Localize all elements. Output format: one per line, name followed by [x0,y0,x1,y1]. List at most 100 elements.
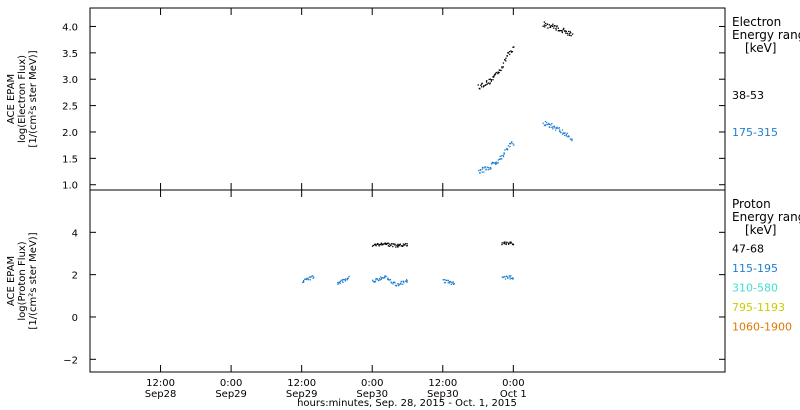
data-point [564,29,566,32]
data-point [375,278,377,280]
data-point [338,281,340,283]
data-point [490,79,492,81]
data-point [479,172,481,174]
y-axis-label: log(Electron Flux) [17,55,28,143]
x-tick-label: Sep28 [145,389,177,400]
data-point [392,245,394,248]
data-point [543,21,545,23]
data-point [490,80,492,82]
data-point [498,158,501,160]
data-point [389,245,391,247]
data-point [448,281,451,283]
data-point [480,84,482,86]
data-point [385,275,387,278]
data-point [394,243,396,245]
data-point [506,241,508,243]
data-point [504,59,506,61]
data-point [503,242,505,244]
data-point [502,62,505,64]
data-point [505,57,507,59]
data-point [496,161,498,163]
data-point [542,25,544,27]
data-point [510,142,513,144]
data-point [378,245,380,247]
data-point [509,241,512,243]
data-point [394,284,397,287]
data-point [565,30,567,32]
data-point [380,276,382,278]
data-point [402,283,404,285]
data-point [544,22,547,25]
data-point [510,143,512,145]
data-point [502,155,505,158]
data-point [501,276,503,278]
data-point [497,71,499,73]
data-point [487,82,490,84]
data-point [551,24,553,27]
data-point [495,163,497,165]
data-point [392,283,394,285]
data-point [347,277,350,279]
data-point [546,124,548,126]
data-point [504,241,506,243]
panel-proton: −2 0 2 4 ACE EPAM log(Proton Flux) [1/(cm²s st… [6,189,800,373]
data-point [480,169,482,171]
y-axis-label: [1/(cm²s ster MeV)] [28,50,39,147]
data-point [559,30,561,32]
data-point [569,34,571,36]
data-point [542,122,544,124]
data-point [376,278,378,280]
data-point [398,244,401,246]
data-point [571,139,573,142]
data-point [568,30,570,33]
data-point [380,278,382,280]
x-tick-label: 0:00 [220,378,242,389]
data-point [481,83,483,85]
data-point [373,280,376,283]
data-point [337,283,339,285]
data-point [306,278,308,280]
data-point [564,30,566,33]
data-point [442,279,444,281]
plot-frame [89,7,726,191]
data-point [397,243,399,245]
data-point [507,52,509,54]
data-point [394,282,396,284]
data-point [452,283,455,285]
data-point [310,276,312,278]
x-axis-label: hours:minutes, Sep. 28, 2015 - Oct. 1, 2… [297,398,517,409]
data-point [371,245,374,247]
y-tick-label: 2.0 [62,128,78,139]
data-point [512,244,515,246]
data-point [389,279,392,281]
data-point [343,279,345,281]
data-point [489,83,491,85]
data-point [510,277,513,279]
data-point [552,128,554,130]
x-tick-label: 0:00 [502,378,524,389]
data-point [555,129,557,131]
data-point [559,130,561,133]
data-point [485,169,487,171]
data-point [451,282,453,284]
data-point [494,162,497,164]
data-point [544,26,546,28]
data-point [507,149,509,151]
data-point [544,120,547,123]
data-point [512,278,514,280]
data-point [483,171,485,173]
data-point [453,283,455,285]
data-point [495,71,497,74]
data-point [400,283,402,285]
data-point [384,275,386,277]
y-axis-label: [1/(cm²s ster MeV)] [28,232,39,329]
legend-entry: 175-315 [732,126,778,139]
data-point [450,283,452,286]
data-point [312,275,314,277]
data-point [565,134,568,136]
y-tick-label: 0 [72,313,78,324]
data-point [406,279,408,281]
legend-entry: 795-1193 [732,301,785,314]
data-point [488,78,490,81]
data-point [556,126,558,128]
